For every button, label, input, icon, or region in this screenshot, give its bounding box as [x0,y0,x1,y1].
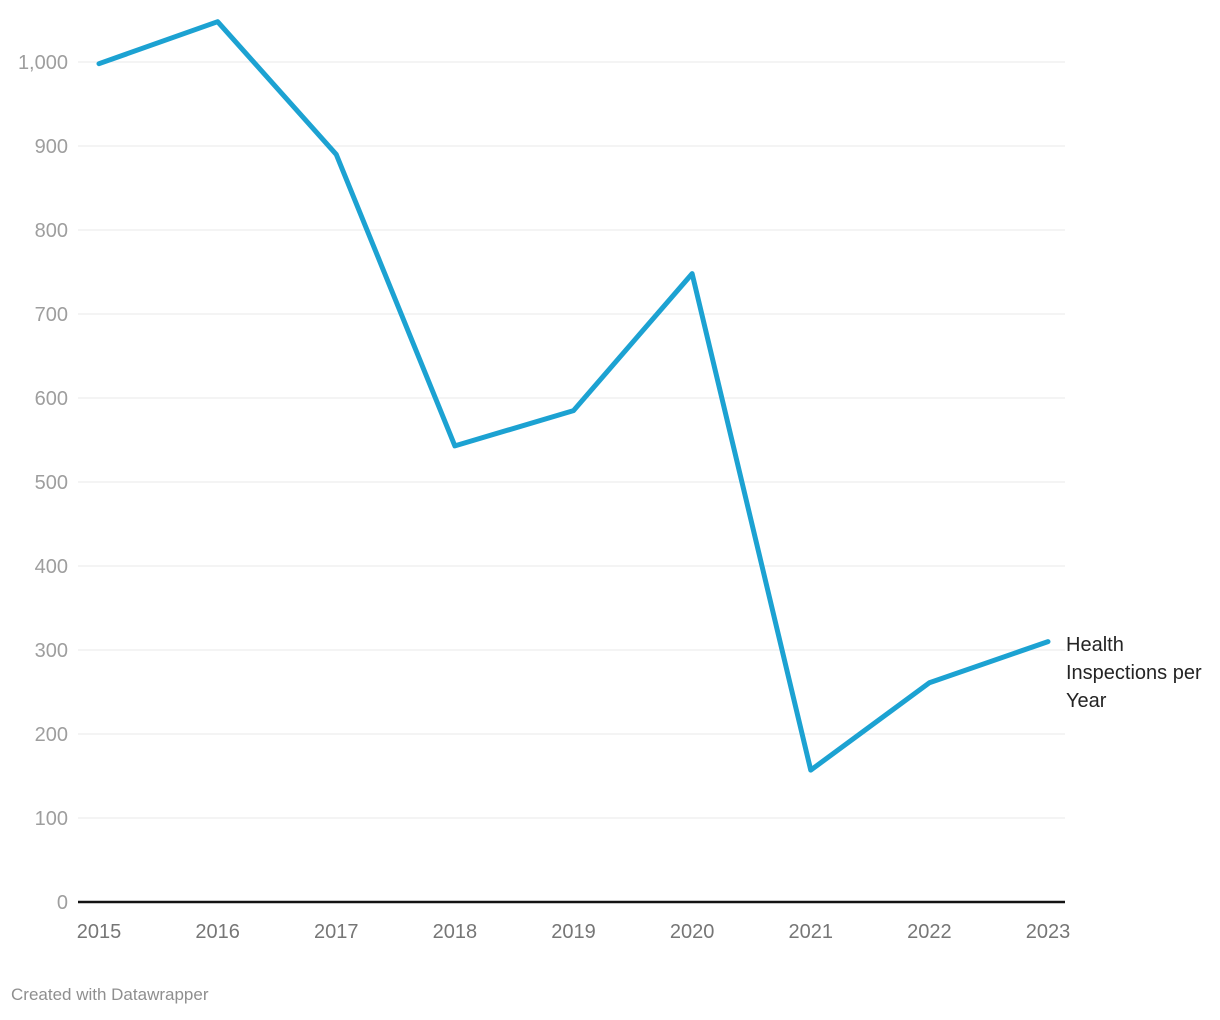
series-end-label: Health Inspections per Year [1066,634,1202,712]
x-tick-label: 2017 [314,921,359,943]
y-tick-label: 500 [35,472,68,494]
x-tick-label: 2018 [433,921,478,943]
y-tick-label: 400 [35,556,68,578]
y-tick-label: 100 [35,808,68,830]
x-tick-label: 2021 [789,921,834,943]
y-tick-label: 600 [35,388,68,410]
y-tick-label: 200 [35,724,68,746]
y-tick-label: 1,000 [18,52,68,74]
datawrapper-credit: Created with Datawrapper [11,985,209,1004]
y-tick-label: 300 [35,640,68,662]
y-tick-label: 900 [35,136,68,158]
y-tick-label: 800 [35,220,68,242]
x-tick-label: 2015 [77,921,122,943]
x-tick-label: 2019 [551,921,596,943]
line-chart-svg: 0 100 200 300 400 500 600 700 800 900 1,000 2015 201… [18,19,1071,943]
data-line [96,19,1051,773]
x-tick-label: 2020 [670,921,715,943]
y-tick-label: 700 [35,304,68,326]
x-tick-label: 2022 [907,921,952,943]
y-tick-label: 0 [57,892,68,914]
x-tick-label: 2016 [195,921,240,943]
x-tick-label: 2023 [1026,921,1071,943]
